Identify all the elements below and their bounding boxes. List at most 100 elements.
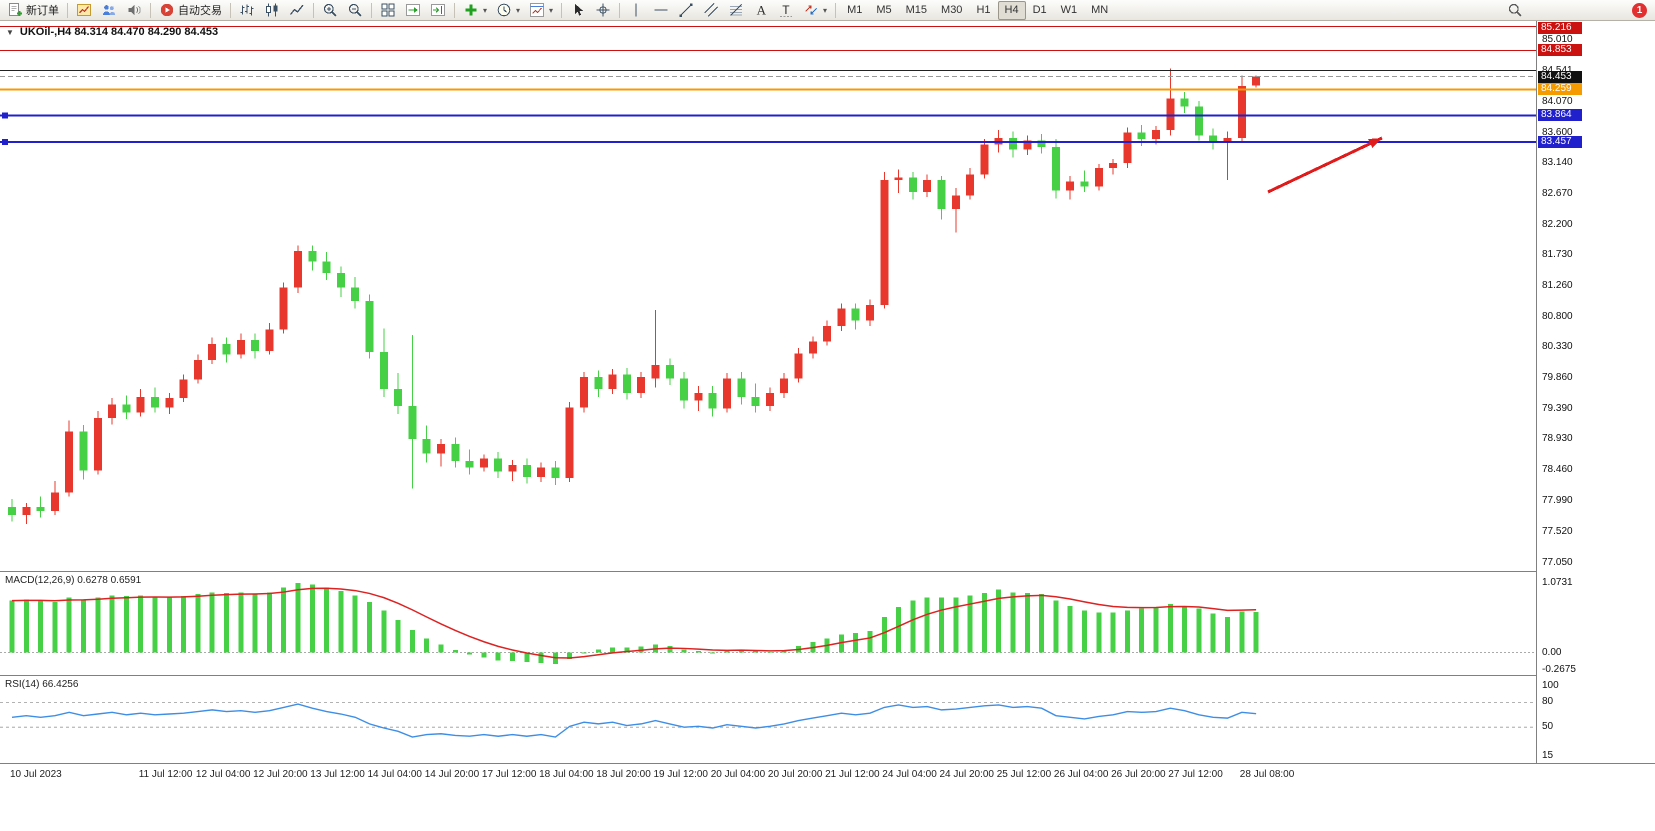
blue-support-line-83864-handle[interactable]: [2, 112, 8, 119]
trend-arrow[interactable]: [1267, 136, 1383, 194]
timeframe-MN[interactable]: MN: [1091, 4, 1109, 16]
chart-shift-icon: [431, 4, 445, 16]
candlestick-chart-button[interactable]: [260, 1, 284, 20]
auto-scroll-button[interactable]: [401, 1, 425, 20]
macd-axis-tick: 1.0731: [1542, 576, 1573, 588]
crosshair-button[interactable]: [591, 1, 615, 20]
time-label: 10 Jul 2023: [10, 769, 62, 780]
macd-label: MACD(12,26,9) 0.6278 0.6591: [5, 575, 142, 586]
template-button[interactable]: ▾: [525, 1, 557, 20]
time-label: 26 Jul 04:00: [1053, 769, 1109, 780]
time-label: 19 Jul 12:00: [653, 769, 709, 780]
main-chart-panel[interactable]: ▼ UKOil-,H4 84.314 84.470 84.290 84.453: [0, 21, 1536, 572]
new-order-label: 新订单: [26, 5, 59, 17]
cursor-button[interactable]: [566, 1, 590, 20]
price-tick: 79.390: [1542, 403, 1573, 415]
channel-button[interactable]: [699, 1, 723, 20]
svg-text:A: A: [757, 3, 767, 18]
crosshair-icon: [596, 3, 610, 17]
price-tick: 83.140: [1542, 156, 1573, 168]
candlestick-plot: [0, 25, 1536, 525]
rsi-axis-tick: 50: [1542, 721, 1554, 733]
vertical-line-button[interactable]: [624, 1, 648, 20]
blue-support-line-83457-handle[interactable]: [2, 139, 8, 146]
auto-trading-button[interactable]: 自动交易: [155, 1, 226, 20]
timeframe-W1[interactable]: W1: [1060, 4, 1078, 16]
period-button[interactable]: ▾: [492, 1, 524, 20]
price-tick: 84.541: [1542, 65, 1573, 77]
line-chart-button[interactable]: [285, 1, 309, 20]
new-order-icon: [9, 3, 22, 16]
timeframe-M1[interactable]: M1: [847, 4, 863, 16]
svg-text:T: T: [782, 3, 790, 17]
bar-chart-button[interactable]: [235, 1, 259, 20]
time-label: 12 Jul 20:00: [253, 769, 308, 780]
macd-signal-line: [11, 587, 1257, 659]
zoom-in-icon: [323, 3, 337, 17]
timeframe-H4[interactable]: H4: [997, 0, 1026, 20]
price-tick: 77.990: [1542, 495, 1573, 507]
sounds-button[interactable]: [122, 1, 146, 20]
price-tick: 83.600: [1542, 126, 1573, 138]
timeframe-group: M1 M5 M15 M30 H1 H4 D1 W1 MN: [840, 0, 1115, 20]
rsi-axis-tick: 100: [1542, 680, 1559, 691]
notification-badge[interactable]: 1: [1632, 2, 1647, 18]
time-label: 18 Jul 04:00: [539, 769, 594, 780]
time-label: 27 Jul 12:00: [1168, 769, 1223, 780]
fibonacci-button[interactable]: [724, 1, 748, 20]
timeframe-M30[interactable]: M30: [941, 4, 963, 16]
time-label: 26 Jul 20:00: [1111, 769, 1166, 780]
channel-icon: [704, 3, 718, 17]
price-tick: 80.800: [1542, 310, 1573, 322]
price-label-84.853: 84.853: [1538, 44, 1582, 57]
timeframe-M15[interactable]: M15: [905, 4, 928, 16]
tile-windows-button[interactable]: [376, 1, 400, 20]
zoom-in-button[interactable]: [318, 1, 342, 20]
toolbar-separator: [230, 2, 231, 18]
search-button[interactable]: [1503, 1, 1527, 20]
toolbar-separator: [313, 2, 314, 18]
trend-arrow-head: [1368, 138, 1382, 149]
arrows-button[interactable]: ▾: [799, 1, 831, 20]
macd-signal: [11, 587, 1257, 659]
zoom-out-button[interactable]: [343, 1, 367, 20]
macd-panel[interactable]: MACD(12,26,9) 0.6278 0.6591: [0, 573, 1536, 676]
label-button[interactable]: T: [774, 1, 798, 20]
text-icon: A: [757, 3, 767, 18]
timeframe-H1[interactable]: H1: [976, 4, 991, 16]
candlestick-chart-icon: [266, 3, 278, 17]
rsi-panel[interactable]: RSI(14) 66.4256: [0, 677, 1536, 762]
text-button[interactable]: A: [749, 1, 773, 20]
add-indicator-button[interactable]: ▾: [459, 1, 491, 20]
price-tick: 78.460: [1542, 464, 1573, 476]
one-click-trading-toggle[interactable]: ▼: [6, 27, 14, 37]
time-label: 17 Jul 12:00: [481, 769, 537, 780]
chart-title: ▼ UKOil-,H4 84.314 84.470 84.290 84.453: [6, 26, 218, 38]
toolbar-separator: [561, 2, 563, 18]
horizontal-line-button[interactable]: [649, 1, 673, 20]
dropdown-caret[interactable]: ▾: [549, 5, 554, 15]
dropdown-caret[interactable]: ▾: [516, 5, 521, 15]
price-tick: 81.730: [1542, 249, 1573, 261]
fibonacci-icon: [730, 4, 743, 16]
new-order-button[interactable]: 新订单: [3, 1, 63, 20]
timeframe-M5[interactable]: M5: [876, 4, 892, 16]
new-chart-button[interactable]: [72, 1, 96, 20]
macd-axis-tick: -0.2675: [1542, 663, 1576, 675]
add-indicator-icon: [465, 4, 477, 16]
time-axis[interactable]: 10 Jul 2023 11 Jul 12:00 12 Jul 04:00 12 Ju…: [0, 763, 1655, 831]
time-label: 20 Jul 20:00: [767, 769, 823, 780]
timeframe-D1[interactable]: D1: [1032, 4, 1047, 16]
trendline-button[interactable]: [674, 1, 698, 20]
dropdown-caret[interactable]: ▾: [483, 5, 488, 15]
price-axis[interactable]: 85.010 84.541 84.070 83.600 83.140 82.670 82.2…: [1536, 21, 1655, 763]
time-label: 25 Jul 12:00: [996, 769, 1052, 780]
price-label-84.453: 84.453: [1538, 70, 1582, 83]
time-label: 18 Jul 20:00: [596, 769, 651, 780]
price-tick: 81.260: [1542, 280, 1573, 292]
dropdown-caret[interactable]: ▾: [823, 5, 828, 15]
toolbar-separator: [619, 2, 621, 18]
chart-shift-button[interactable]: [426, 1, 450, 20]
profiles-button[interactable]: [97, 1, 121, 20]
